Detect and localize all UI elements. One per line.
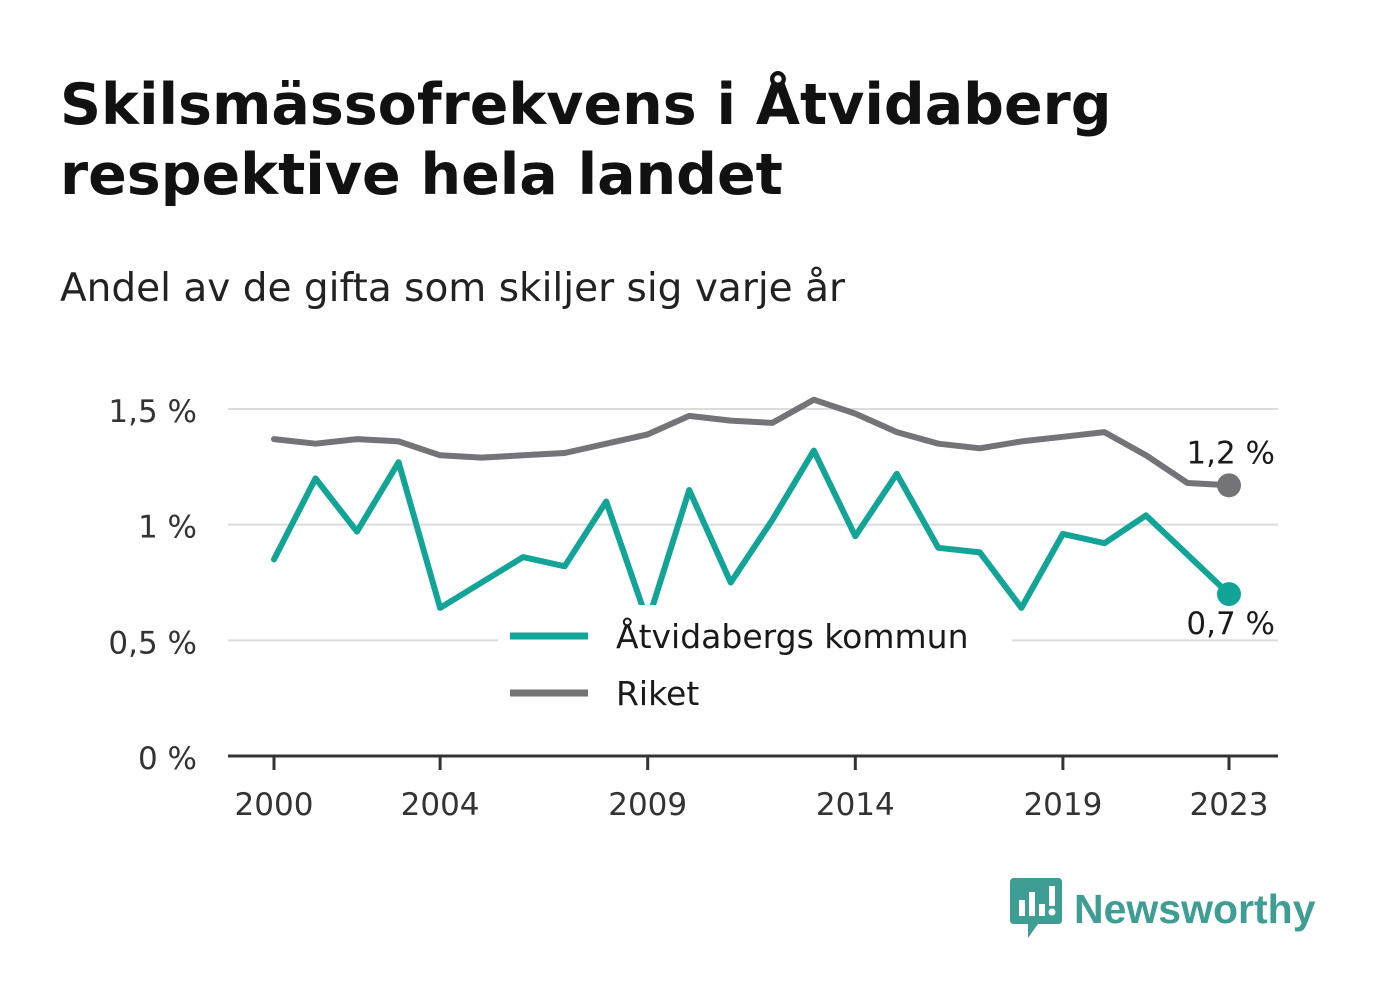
y-tick-label: 1,5 %: [108, 394, 197, 430]
chart-title-line-2: respektive hela landet: [60, 142, 783, 208]
y-tick-label: 0,5 %: [108, 625, 197, 661]
series-end-label: 1,2 %: [1186, 435, 1275, 471]
newsworthy-logo-text: Newsworthy: [1074, 885, 1316, 932]
x-tick-label: 2004: [401, 787, 480, 823]
x-tick-label: 2023: [1190, 787, 1269, 823]
legend-background: [498, 605, 1012, 721]
series-end-point: [1217, 473, 1241, 498]
y-tick-label: 1 %: [138, 510, 197, 546]
series-end-point: [1217, 582, 1241, 607]
chart-legend: Åtvidabergs kommun Riket: [498, 605, 1012, 721]
y-tick-label: 0 %: [138, 741, 197, 777]
newsworthy-logo: Newsworthy: [1010, 878, 1316, 940]
chart-subtitle: Andel av de gifta som skiljer sig varje …: [60, 266, 846, 311]
series-line-atvidabergs-kommun: [271, 447, 1232, 625]
x-tick-label: 2014: [816, 787, 895, 823]
newsworthy-bar-chart-icon: [1010, 878, 1062, 938]
legend-label-atvidabergs-kommun: Åtvidabergs kommun: [616, 616, 969, 656]
x-tick-label: 2009: [608, 787, 687, 823]
x-tick-label: 2000: [235, 787, 314, 823]
legend-label-riket: Riket: [616, 674, 699, 713]
chart-title: Skilsmässofrekvens i Åtvidaberg respekti…: [60, 70, 1320, 210]
series-end-label: 0,7 %: [1186, 606, 1275, 642]
x-tick-label: 2019: [1023, 787, 1102, 823]
chart-title-line-1: Skilsmässofrekvens i Åtvidaberg: [60, 72, 1112, 138]
series-line-riket: [271, 396, 1232, 489]
